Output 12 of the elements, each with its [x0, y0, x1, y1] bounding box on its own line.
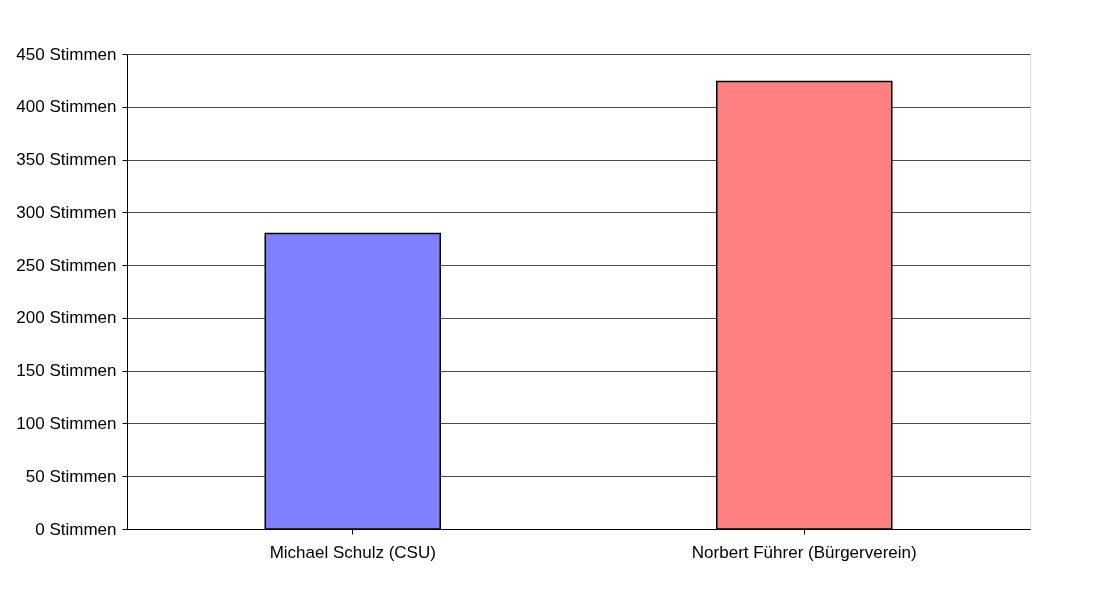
- y-tick-label: 150 Stimmen: [16, 361, 117, 381]
- y-tick-label: 250 Stimmen: [16, 255, 117, 275]
- y-tick-label: 50 Stimmen: [25, 466, 117, 486]
- y-tick-label: 200 Stimmen: [16, 308, 117, 328]
- y-tick-label: 400 Stimmen: [16, 97, 117, 117]
- y-tick-label: 100 Stimmen: [16, 413, 117, 433]
- y-tick-label: 450 Stimmen: [16, 44, 117, 64]
- x-tick-label: Michael Schulz (CSU): [269, 542, 436, 562]
- y-tick-label: 350 Stimmen: [16, 150, 117, 170]
- y-tick-label: 300 Stimmen: [16, 202, 117, 222]
- y-tick-label: 0 Stimmen: [35, 519, 117, 539]
- x-tick-label: Norbert Führer (Bürgerverein): [691, 542, 917, 562]
